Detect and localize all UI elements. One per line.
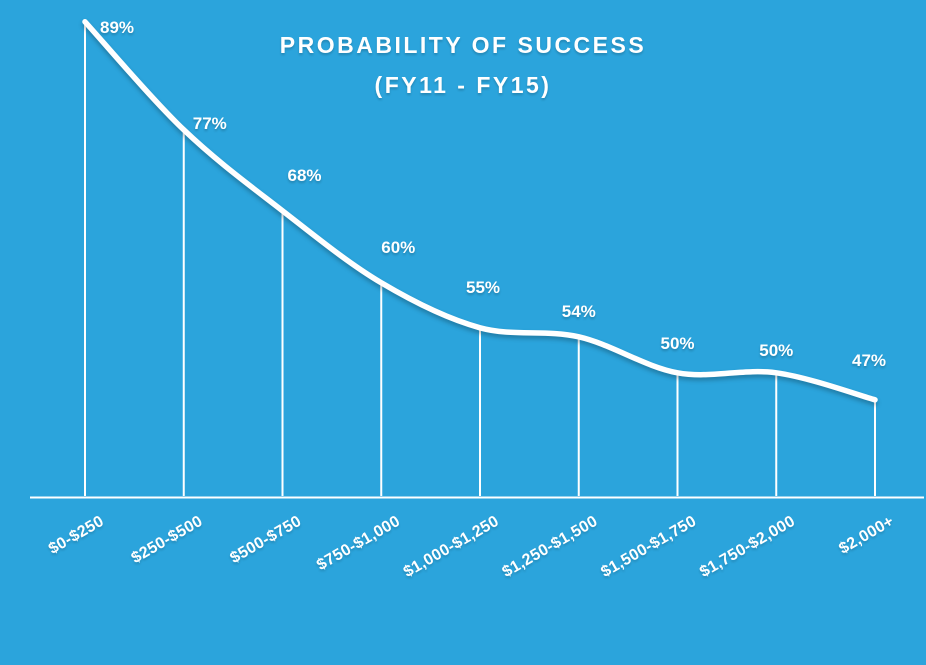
data-label: 47% [852,351,886,370]
x-axis-labels: $0-$250 $250-$500 $500-$750 $750-$1,000$1,0… [46,513,897,581]
data-label: 60% [381,238,415,257]
x-axis-label: $750-$1,000 [314,513,403,574]
x-axis-label: $1,250-$1,500 [499,513,600,581]
data-labels: 89% 77% 68% 60% 55% 54% 50% 50% 47% [100,18,886,370]
data-label: 50% [759,341,793,360]
x-axis-label: $1,750-$2,000 [697,513,798,581]
data-label: 68% [287,166,321,185]
data-label: 55% [466,278,500,297]
x-axis-label: $1,500-$1,750 [598,513,699,581]
data-label: 54% [562,302,596,321]
chart-title: PROBABILITY OF SUCCESS [279,32,647,58]
drop-lines [84,23,876,496]
data-label: 50% [660,334,694,353]
x-axis-label: $250-$500 [129,513,206,567]
x-axis-label: $1,000-$1,250 [401,513,502,581]
data-label: 89% [100,18,134,37]
x-axis-label: $0-$250 [46,513,107,558]
series-line [82,19,878,403]
chart-subtitle: (FY11 - FY15) [374,72,552,98]
data-label: 77% [193,114,227,133]
x-axis-label: $500-$750 [227,513,304,567]
x-axis-label: $2,000+ [836,513,897,558]
